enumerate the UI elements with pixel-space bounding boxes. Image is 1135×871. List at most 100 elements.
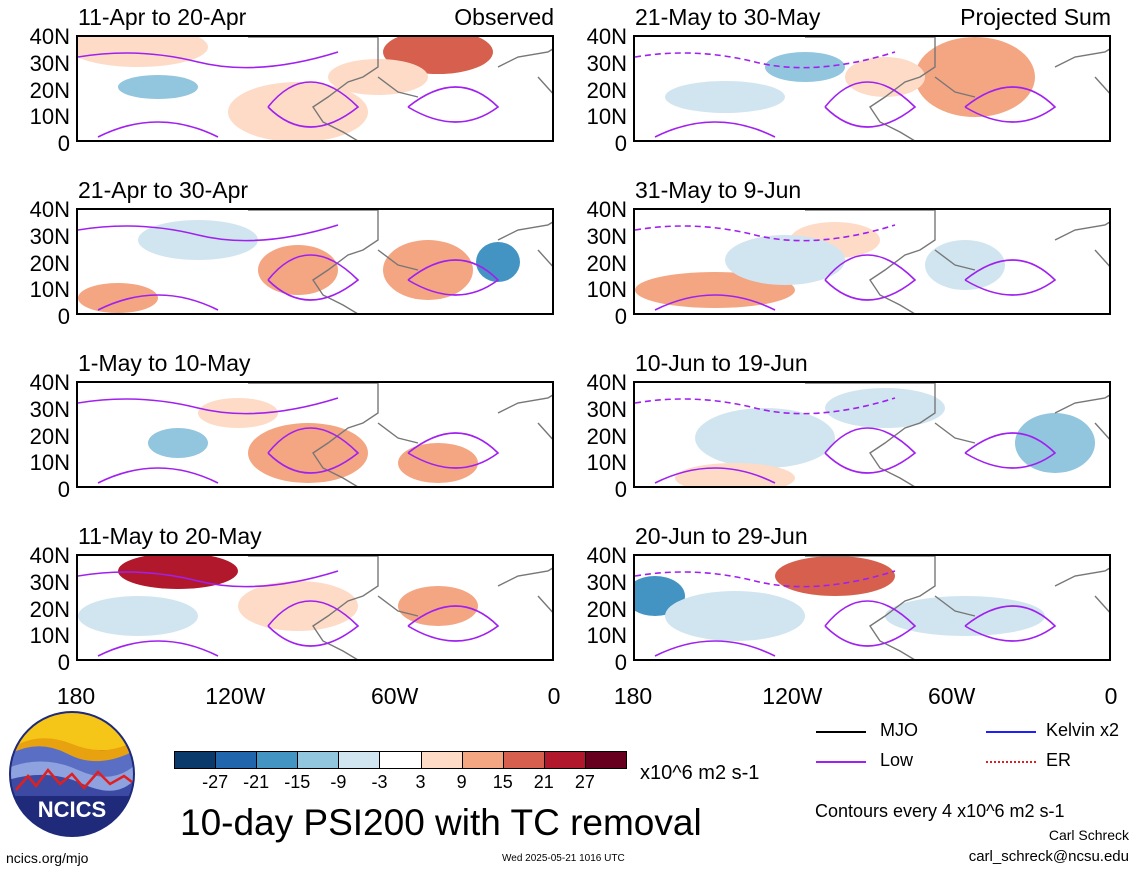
colorbar-swatch	[461, 751, 504, 769]
y-tick-label: 40N	[29, 543, 70, 568]
x-tick-label: 0	[1104, 683, 1118, 709]
low-contour	[824, 254, 917, 301]
colorbar-swatch	[543, 751, 586, 769]
coastline	[805, 383, 1109, 486]
shaded-anomaly	[78, 37, 208, 67]
timestamp: Wed 2025-05-21 1016 UTC	[502, 853, 625, 864]
panel-title: 1-May to 10-May	[78, 350, 251, 376]
colorbar-tick-label: 27	[574, 772, 595, 792]
map-panel	[633, 381, 1111, 488]
y-tick-label: 40N	[586, 543, 627, 568]
y-tick-label: 0	[57, 650, 70, 675]
low-contour	[635, 224, 896, 242]
y-tick-label: 40N	[29, 370, 70, 395]
shaded-anomaly	[248, 423, 368, 483]
shaded-anomaly	[238, 581, 358, 631]
y-tick-label: 10N	[586, 104, 627, 130]
low-contour	[267, 600, 360, 647]
panel-title: 20-Jun to 29-Jun	[635, 523, 808, 549]
panel-title: 10-Jun to 19-Jun	[635, 350, 808, 376]
low-contour	[78, 570, 339, 588]
y-tick-label: 40N	[29, 197, 70, 222]
low-contour	[267, 81, 360, 128]
y-tick-label: 30N	[29, 50, 70, 76]
panel-title: 31-May to 9-Jun	[635, 177, 802, 203]
low-contour	[824, 81, 917, 128]
shaded-anomaly	[925, 240, 1005, 290]
map-panel	[76, 208, 554, 315]
coastline	[248, 37, 552, 140]
low-contour	[654, 121, 776, 138]
panel-tag: Observed	[454, 4, 554, 30]
y-tick-label: 0	[614, 304, 627, 329]
y-tick-label: 30N	[29, 396, 70, 422]
shaded-anomaly	[398, 586, 478, 626]
low-contour	[635, 570, 896, 588]
colorbar-swatch	[174, 751, 217, 769]
low-contour	[97, 294, 219, 311]
colorbar-units: x10^6 m2 s-1	[640, 762, 760, 784]
colorbar-swatch	[297, 751, 340, 769]
low-contour	[407, 86, 500, 123]
x-tick-label: 0	[547, 683, 561, 709]
y-tick-label: 30N	[586, 569, 627, 595]
low-contour	[78, 51, 339, 69]
x-tick-label: 180	[613, 683, 653, 709]
y-tick-label: 0	[57, 304, 70, 329]
low-contour	[407, 605, 500, 642]
low-contour	[635, 397, 896, 415]
panel-title: 21-May to 30-May	[635, 4, 821, 30]
author-email: carl_schreck@ncsu.edu	[968, 848, 1129, 865]
y-tick-label: 20N	[586, 77, 627, 103]
y-tick-label: 40N	[586, 24, 627, 49]
map-field	[635, 210, 1109, 313]
y-tick-label: 30N	[586, 223, 627, 249]
shaded-anomaly	[228, 82, 368, 140]
y-tick-label: 30N	[29, 569, 70, 595]
y-tick-label: 40N	[586, 197, 627, 222]
shaded-anomaly	[695, 408, 835, 468]
shaded-anomaly	[476, 242, 520, 282]
shaded-anomaly	[383, 240, 473, 300]
low-contour	[635, 51, 896, 69]
low-contour	[97, 121, 219, 138]
colorbar-tick-label: -27	[202, 772, 229, 792]
low-contour	[654, 467, 776, 484]
colorbar-swatch	[420, 751, 463, 769]
map-panel	[633, 35, 1111, 142]
legend-kelvin-line	[986, 731, 1036, 733]
colorbar-tick-label: 15	[492, 772, 513, 792]
legend-mjo-label: MJO	[880, 720, 918, 740]
x-tick-label: 120W	[762, 683, 823, 709]
map-field	[635, 556, 1109, 659]
legend-low-line	[816, 761, 866, 763]
shaded-anomaly	[118, 75, 198, 99]
low-contour	[824, 600, 917, 647]
map-panel	[76, 35, 554, 142]
ncics-logo: NCICS	[8, 710, 136, 838]
y-tick-label: 40N	[586, 370, 627, 395]
low-contour	[78, 397, 339, 415]
shaded-anomaly	[845, 57, 925, 97]
colorbar-labels: -27 -21 -15 -9 -3 3 9 15 21 27	[174, 773, 626, 795]
colorbar-swatch	[338, 751, 381, 769]
legend-low-label: Low	[880, 750, 914, 770]
y-tick-label: 0	[57, 477, 70, 502]
map-field	[635, 383, 1109, 486]
y-tick-label: 20N	[586, 250, 627, 276]
colorbar-tick-label: -3	[371, 772, 388, 792]
map-panel	[633, 554, 1111, 661]
panel-tag: Projected Sum	[960, 4, 1111, 30]
shaded-anomaly	[138, 220, 258, 260]
shaded-anomaly	[665, 81, 785, 113]
x-tick-label: 120W	[205, 683, 266, 709]
low-contour	[97, 467, 219, 484]
low-contour	[97, 640, 219, 657]
colorbar-tick-label: 3	[415, 772, 426, 792]
site-link[interactable]: ncics.org/mjo	[6, 850, 89, 866]
coastline	[805, 556, 1109, 659]
map-panel	[633, 208, 1111, 315]
y-tick-label: 0	[614, 477, 627, 502]
low-contour	[964, 432, 1057, 469]
colorbar-swatch	[215, 751, 258, 769]
